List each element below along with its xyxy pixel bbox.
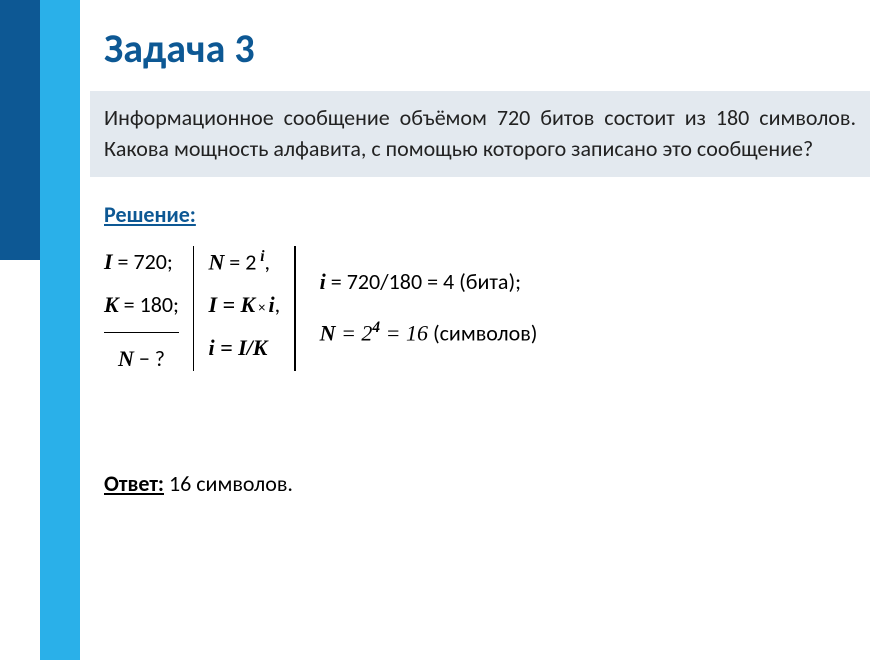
formulas-column: N = 2 i, I = K × i, i = I/K bbox=[194, 240, 294, 369]
calc-N: N = 24 = 16 (символов) bbox=[320, 307, 538, 358]
problem-title: Задача 3 bbox=[104, 24, 870, 73]
given-divider bbox=[104, 332, 179, 333]
given-column: I = 720; K = 180; N − ? bbox=[104, 240, 193, 380]
sidebar-accent-dark bbox=[0, 0, 40, 260]
formula-i: i = I/K bbox=[208, 326, 280, 369]
formula-N: N = 2 i, bbox=[208, 240, 280, 283]
sidebar-accent-light bbox=[40, 0, 80, 660]
given-unknown: N − ? bbox=[104, 337, 179, 380]
formula-I: I = K × i, bbox=[208, 283, 280, 326]
slide-content: Задача 3 Информационное сообщение объёмо… bbox=[104, 24, 870, 497]
given-K: K = 180; bbox=[104, 283, 179, 326]
answer-label: Ответ: bbox=[104, 470, 164, 497]
given-I: I = 720; bbox=[104, 240, 179, 283]
answer: Ответ: 16 символов. bbox=[104, 470, 870, 497]
calc-i: i = 720/180 = 4 (бита); bbox=[320, 256, 538, 307]
answer-text: 16 символов. bbox=[164, 470, 293, 497]
calc-column: i = 720/180 = 4 (бита); N = 24 = 16 (сим… bbox=[296, 240, 552, 358]
solution-body: I = 720; K = 180; N − ? N = 2 i, I = K ×… bbox=[104, 240, 870, 380]
problem-statement: Информационное сообщение объёмом 720 бит… bbox=[90, 91, 870, 177]
solution-heading: Решение: bbox=[104, 201, 870, 228]
